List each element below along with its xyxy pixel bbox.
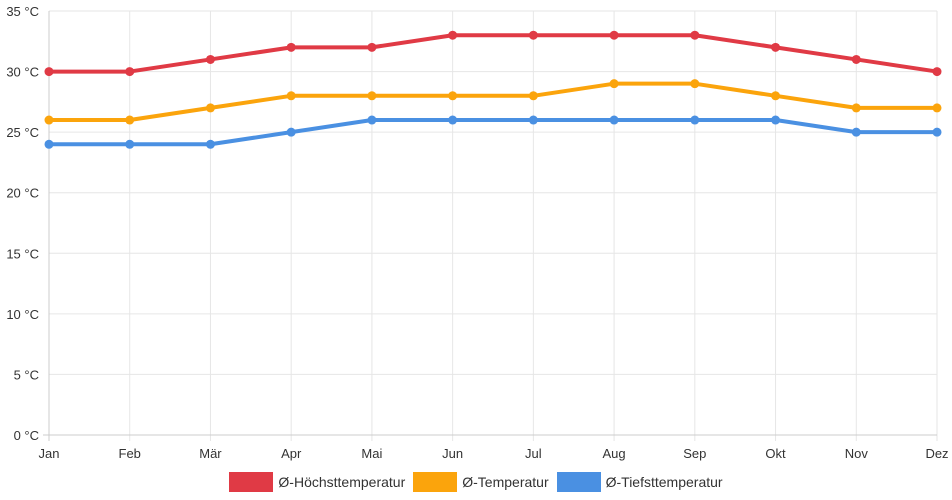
data-point[interactable]: [125, 139, 135, 149]
data-point[interactable]: [690, 115, 700, 125]
data-point[interactable]: [448, 115, 458, 125]
y-axis-tick-labels: 0 °C 5 °C 10 °C 15 °C 20 °C 25 °C 30 °C 35 °C: [6, 4, 39, 443]
data-point[interactable]: [771, 91, 781, 101]
data-point[interactable]: [44, 139, 54, 149]
data-point[interactable]: [932, 103, 942, 113]
legend-swatch-hoechsttemperatur: [229, 472, 274, 492]
data-point[interactable]: [851, 54, 861, 64]
data-point[interactable]: [851, 127, 861, 137]
x-axis-tick-labels: Jan Feb Mär Apr Mai Jun Jul Aug Sep Okt Nov Dez: [39, 446, 949, 461]
data-point[interactable]: [528, 115, 538, 125]
data-point[interactable]: [367, 42, 377, 52]
data-point[interactable]: [448, 30, 458, 40]
series-line-2: [47, 118, 939, 147]
legend-swatch-tiefsttemperatur: [556, 472, 601, 492]
x-tick-label: Jun: [442, 446, 463, 461]
data-point[interactable]: [771, 115, 781, 125]
data-point[interactable]: [851, 103, 861, 113]
data-point[interactable]: [205, 54, 215, 64]
x-tick-label: Mai: [361, 446, 382, 461]
data-point[interactable]: [690, 30, 700, 40]
x-tick-label: Dez: [925, 446, 948, 461]
legend-label-temperatur: Ø-Temperatur: [462, 474, 549, 490]
x-tick-label: Sep: [683, 446, 706, 461]
data-point[interactable]: [367, 115, 377, 125]
data-point[interactable]: [367, 91, 377, 101]
data-point[interactable]: [690, 79, 700, 89]
data-point[interactable]: [44, 115, 54, 125]
y-tick-label: 35 °C: [6, 4, 39, 19]
data-point[interactable]: [528, 30, 538, 40]
x-tick-label: Aug: [603, 446, 626, 461]
chart-canvas: 0 °C 5 °C 10 °C 15 °C 20 °C 25 °C 30 °C 35 °C J…: [6, 4, 949, 461]
data-series: [44, 30, 942, 149]
y-tick-label: 10 °C: [6, 307, 39, 322]
data-point[interactable]: [125, 67, 135, 77]
y-tick-label: 25 °C: [6, 125, 39, 140]
legend-item-hoechsttemperatur[interactable]: Ø-Höchsttemperatur: [229, 472, 405, 492]
data-point[interactable]: [609, 30, 619, 40]
data-point[interactable]: [205, 139, 215, 149]
data-point[interactable]: [286, 127, 296, 137]
data-point[interactable]: [771, 42, 781, 52]
data-point[interactable]: [932, 67, 942, 77]
axes: [43, 11, 937, 441]
data-point[interactable]: [125, 115, 135, 125]
series-line-1: [47, 81, 939, 123]
data-point[interactable]: [528, 91, 538, 101]
data-point[interactable]: [205, 103, 215, 113]
data-point[interactable]: [448, 91, 458, 101]
x-tick-label: Apr: [281, 446, 302, 461]
x-tick-label: Mär: [199, 446, 222, 461]
y-tick-label: 20 °C: [6, 186, 39, 201]
legend-label-hoechsttemperatur: Ø-Höchsttemperatur: [278, 474, 406, 490]
chart-legend: Ø-Höchsttemperatur Ø-Temperatur Ø-Tiefst…: [0, 472, 952, 492]
x-tick-label: Jul: [525, 446, 542, 461]
grid-lines: [48, 10, 938, 441]
y-tick-label: 15 °C: [6, 246, 39, 261]
x-tick-label: Okt: [765, 446, 786, 461]
x-tick-label: Feb: [119, 446, 141, 461]
data-point[interactable]: [609, 79, 619, 89]
legend-swatch-temperatur: [413, 472, 458, 492]
y-tick-label: 30 °C: [6, 65, 39, 80]
data-point[interactable]: [286, 42, 296, 52]
legend-label-tiefsttemperatur: Ø-Tiefsttemperatur: [605, 474, 723, 490]
y-tick-label: 5 °C: [14, 367, 39, 382]
series-line-0: [47, 33, 939, 74]
legend-item-temperatur[interactable]: Ø-Temperatur: [413, 472, 549, 492]
data-point[interactable]: [286, 91, 296, 101]
legend-item-tiefsttemperatur[interactable]: Ø-Tiefsttemperatur: [556, 472, 723, 492]
data-point[interactable]: [932, 127, 942, 137]
data-point[interactable]: [609, 115, 619, 125]
x-tick-label: Nov: [845, 446, 869, 461]
x-tick-label: Jan: [39, 446, 60, 461]
y-tick-label: 0 °C: [14, 428, 39, 443]
data-point[interactable]: [44, 67, 54, 77]
